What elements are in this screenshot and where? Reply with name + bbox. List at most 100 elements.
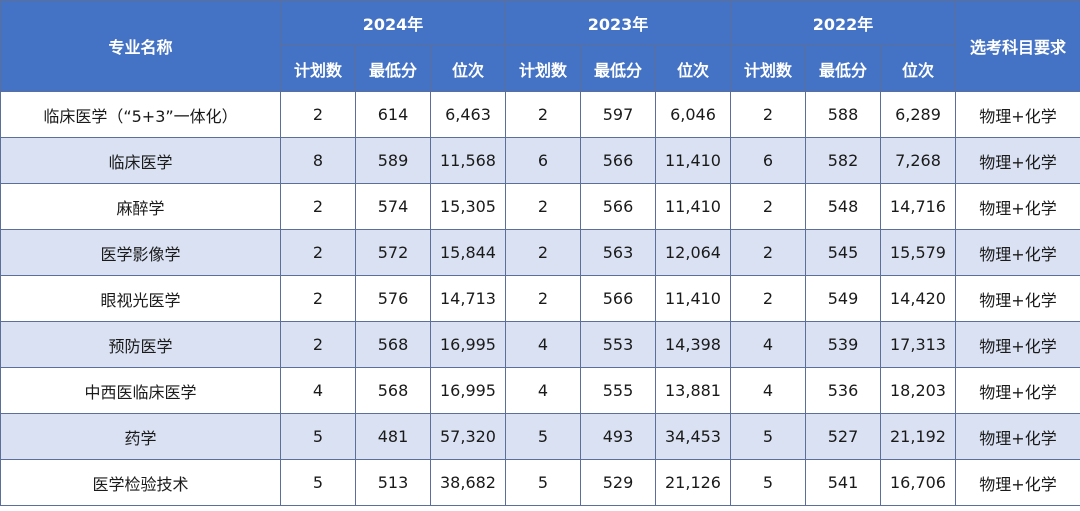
rank-cell: 21,192	[880, 413, 956, 460]
min-score-cell: 563	[580, 229, 656, 276]
min-score-cell: 597	[580, 91, 656, 138]
table-row: 麻醉学 2 574 15,305 2 566 11,410 2 548 14,7…	[0, 183, 1080, 230]
major-name-cell: 临床医学	[0, 137, 281, 184]
rank-header: 位次	[880, 45, 956, 92]
min-score-cell: 588	[805, 91, 881, 138]
subject-requirement-cell: 物理+化学	[955, 275, 1080, 322]
rank-cell: 16,995	[430, 367, 506, 414]
rank-cell: 16,995	[430, 321, 506, 368]
rank-cell: 14,398	[655, 321, 731, 368]
plan-count-cell: 2	[730, 275, 806, 322]
rank-cell: 18,203	[880, 367, 956, 414]
plan-count-header: 计划数	[730, 45, 806, 92]
rank-cell: 14,713	[430, 275, 506, 322]
plan-count-cell: 2	[280, 91, 356, 138]
min-score-cell: 545	[805, 229, 881, 276]
min-score-cell: 614	[355, 91, 431, 138]
subject-requirement-cell: 物理+化学	[955, 229, 1080, 276]
plan-count-header: 计划数	[505, 45, 581, 92]
table-row: 临床医学 8 589 11,568 6 566 11,410 6 582 7,2…	[0, 137, 1080, 184]
major-name-cell: 医学检验技术	[0, 459, 281, 506]
rank-header: 位次	[430, 45, 506, 92]
table-row: 药学 5 481 57,320 5 493 34,453 5 527 21,19…	[0, 413, 1080, 460]
plan-count-cell: 5	[280, 459, 356, 506]
subject-requirement-cell: 物理+化学	[955, 137, 1080, 184]
rank-cell: 6,046	[655, 91, 731, 138]
min-score-cell: 529	[580, 459, 656, 506]
plan-count-cell: 2	[505, 91, 581, 138]
major-name-cell: 麻醉学	[0, 183, 281, 230]
subject-requirement-cell: 物理+化学	[955, 367, 1080, 414]
header-row-years: 专业名称 2024年 2023年 2022年 选考科目要求	[0, 0, 1080, 92]
rank-cell: 11,568	[430, 137, 506, 184]
min-score-cell: 541	[805, 459, 881, 506]
year-2023-header: 2023年	[505, 0, 731, 46]
plan-count-cell: 2	[280, 183, 356, 230]
plan-count-cell: 5	[730, 459, 806, 506]
major-name-cell: 预防医学	[0, 321, 281, 368]
year-2024-header: 2024年	[280, 0, 506, 46]
min-score-cell: 513	[355, 459, 431, 506]
subject-requirement-cell: 物理+化学	[955, 321, 1080, 368]
rank-cell: 15,844	[430, 229, 506, 276]
rank-cell: 38,682	[430, 459, 506, 506]
rank-cell: 6,463	[430, 91, 506, 138]
min-score-header: 最低分	[355, 45, 431, 92]
plan-count-cell: 4	[505, 321, 581, 368]
plan-count-cell: 2	[730, 229, 806, 276]
table-row: 眼视光医学 2 576 14,713 2 566 11,410 2 549 14…	[0, 275, 1080, 322]
plan-count-header: 计划数	[280, 45, 356, 92]
min-score-header: 最低分	[805, 45, 881, 92]
major-name-cell: 医学影像学	[0, 229, 281, 276]
plan-count-cell: 2	[280, 275, 356, 322]
rank-cell: 21,126	[655, 459, 731, 506]
rank-cell: 11,410	[655, 183, 731, 230]
min-score-cell: 566	[580, 183, 656, 230]
rank-cell: 34,453	[655, 413, 731, 460]
rank-cell: 13,881	[655, 367, 731, 414]
plan-count-cell: 8	[280, 137, 356, 184]
min-score-cell: 576	[355, 275, 431, 322]
min-score-cell: 568	[355, 321, 431, 368]
rank-cell: 6,289	[880, 91, 956, 138]
min-score-cell: 527	[805, 413, 881, 460]
year-2022-header: 2022年	[730, 0, 956, 46]
table-row: 医学影像学 2 572 15,844 2 563 12,064 2 545 15…	[0, 229, 1080, 276]
header-row-fields: 计划数 最低分 位次 计划数 最低分 位次 计划数 最低分 位次	[1, 45, 1080, 92]
plan-count-cell: 4	[280, 367, 356, 414]
plan-count-cell: 4	[730, 367, 806, 414]
min-score-cell: 536	[805, 367, 881, 414]
plan-count-cell: 5	[730, 413, 806, 460]
plan-count-cell: 2	[505, 183, 581, 230]
major-name-header: 专业名称	[0, 0, 281, 92]
major-name-cell: 眼视光医学	[0, 275, 281, 322]
rank-cell: 11,410	[655, 275, 731, 322]
min-score-cell: 574	[355, 183, 431, 230]
rank-cell: 15,305	[430, 183, 506, 230]
plan-count-cell: 2	[280, 229, 356, 276]
major-name-cell: 药学	[0, 413, 281, 460]
plan-count-cell: 5	[280, 413, 356, 460]
subject-requirement-cell: 物理+化学	[955, 91, 1080, 138]
major-name-cell: 临床医学（“5+3”一体化）	[0, 91, 281, 138]
plan-count-cell: 6	[505, 137, 581, 184]
rank-cell: 15,579	[880, 229, 956, 276]
rank-cell: 14,716	[880, 183, 956, 230]
table-row: 临床医学（“5+3”一体化） 2 614 6,463 2 597 6,046 2…	[0, 91, 1080, 138]
major-name-cell: 中西医临床医学	[0, 367, 281, 414]
plan-count-cell: 5	[505, 459, 581, 506]
min-score-cell: 555	[580, 367, 656, 414]
table-row: 预防医学 2 568 16,995 4 553 14,398 4 539 17,…	[0, 321, 1080, 368]
min-score-cell: 549	[805, 275, 881, 322]
rank-cell: 17,313	[880, 321, 956, 368]
plan-count-cell: 2	[505, 229, 581, 276]
plan-count-cell: 5	[505, 413, 581, 460]
min-score-cell: 481	[355, 413, 431, 460]
plan-count-cell: 6	[730, 137, 806, 184]
plan-count-cell: 2	[505, 275, 581, 322]
min-score-cell: 566	[580, 137, 656, 184]
min-score-cell: 493	[580, 413, 656, 460]
min-score-cell: 553	[580, 321, 656, 368]
plan-count-cell: 4	[505, 367, 581, 414]
